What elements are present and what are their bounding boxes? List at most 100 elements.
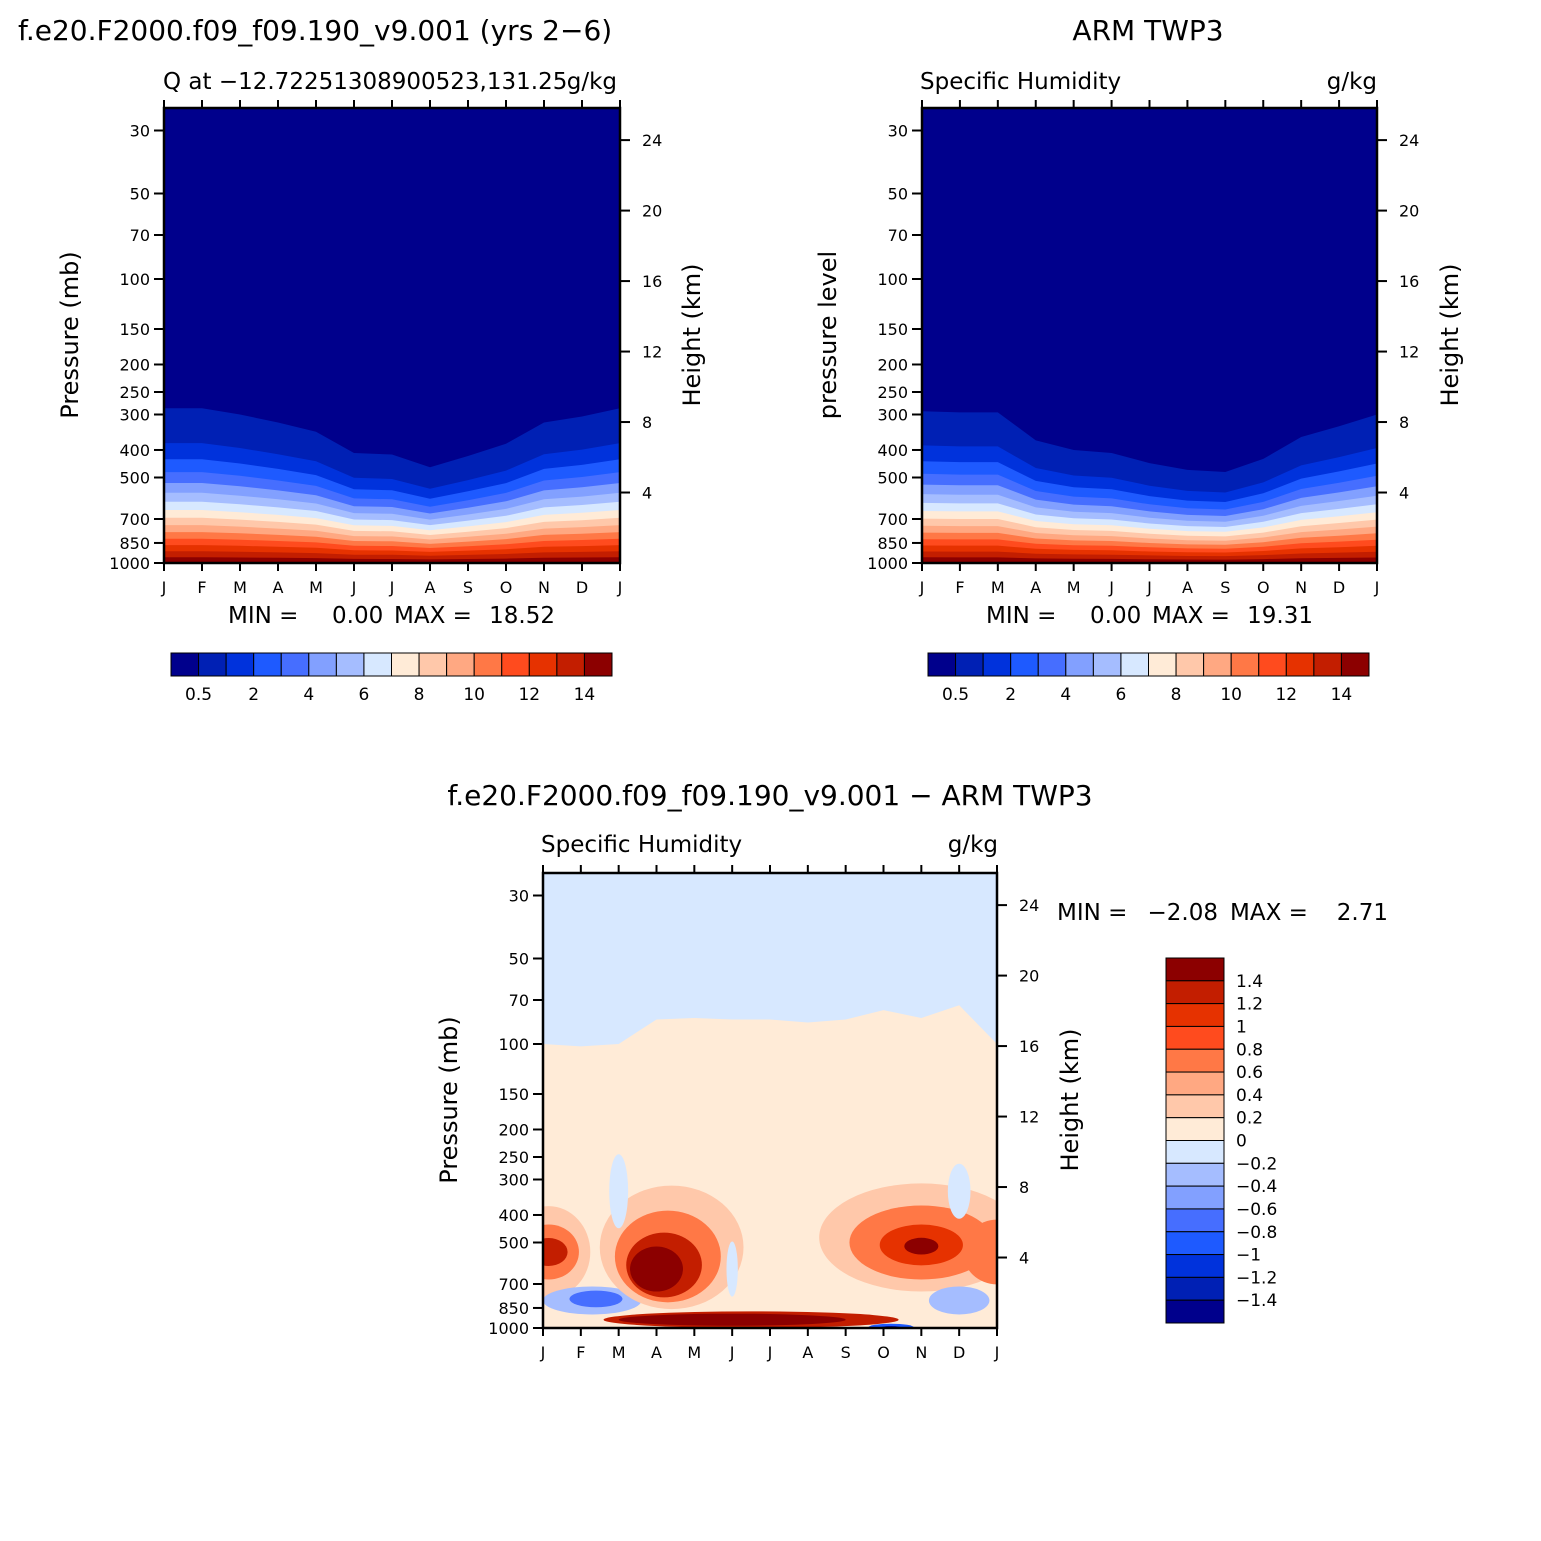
obs-x-tick-label: S (1220, 578, 1230, 597)
model-colorbar-label: 6 (359, 685, 370, 705)
model-x-tick-label: N (538, 578, 550, 597)
model-colorbar-label: 14 (574, 685, 596, 705)
diff-feature (543, 1238, 568, 1266)
obs-colorbar-swatch (982, 652, 1012, 677)
diff-x-tick-label: A (651, 1343, 662, 1362)
diff-feature (618, 1313, 846, 1326)
diff-height-tick-label: 12 (1019, 1108, 1039, 1127)
obs-colorbar-swatch (1230, 652, 1260, 677)
diff-x-tick-label: M (612, 1343, 626, 1362)
diff-colorbar-label: −0.6 (1236, 1200, 1277, 1220)
obs-left-subtitle: Specific Humidity (920, 69, 1121, 95)
obs-x-tick-label: M (991, 578, 1005, 597)
model-colorbar-swatch (308, 652, 337, 677)
model-x-tick-label: D (576, 578, 588, 597)
obs-ylabel: pressure level (814, 251, 842, 419)
diff-colorbar-swatch (1165, 1048, 1225, 1073)
obs-colorbar-swatch (1313, 652, 1342, 677)
model-x-tick-label: A (425, 578, 436, 597)
obs-x-tick-label: J (1146, 578, 1152, 597)
obs-y-tick-label: 100 (877, 270, 908, 289)
obs-colorbar-swatch (1148, 652, 1177, 677)
obs-y-tick-label: 400 (877, 441, 908, 460)
diff-colorbar-label: −1.4 (1236, 1291, 1277, 1311)
diff-x-tick-label: J (994, 1343, 1000, 1362)
model-height-tick-label: 8 (642, 413, 652, 432)
model-y-tick-label: 300 (119, 405, 150, 424)
obs-min-label: MIN = (986, 603, 1056, 629)
diff-x-tick-label: J (729, 1343, 735, 1362)
obs-height-tick-label: 16 (1399, 272, 1419, 291)
obs-contour-band (922, 557, 1377, 563)
model-colorbar-swatch (473, 652, 503, 677)
obs-y-tick-label: 300 (877, 405, 908, 424)
diff-colorbar-swatch (1165, 1025, 1225, 1050)
diff-min-value: −2.08 (1148, 900, 1218, 926)
diff-x-tick-label: N (915, 1343, 927, 1362)
model-y-tick-label: 700 (119, 510, 150, 529)
model-x-tick-label: F (197, 578, 206, 597)
model-y-tick-label: 70 (130, 226, 150, 245)
diff-y-tick-label: 500 (498, 1234, 529, 1253)
obs-y-tick-label: 50 (888, 184, 908, 203)
model-height-tick-label: 16 (642, 272, 662, 291)
diff-colorbar-label: 0.4 (1236, 1086, 1263, 1106)
obs-colorbar-swatch (927, 652, 957, 677)
diff-feature (947, 1163, 971, 1219)
diff-colorbar-swatch (1165, 1276, 1225, 1301)
diff-colorbar-label: −1.2 (1236, 1268, 1277, 1288)
diff-left-subtitle: Specific Humidity (541, 832, 742, 858)
obs-x-tick-label: O (1257, 578, 1270, 597)
diff-colorbar-swatch (1165, 1140, 1225, 1164)
model-y-tick-label: 250 (119, 383, 150, 402)
obs-colorbar-swatch (1065, 652, 1094, 677)
model-colorbar: 0.5 2 4 6 8 10 12 14 (170, 652, 613, 705)
diff-y-tick-label: 30 (509, 886, 529, 905)
model-colorbar-swatch (170, 652, 200, 677)
diff-colorbar-label: 1.2 (1236, 995, 1263, 1015)
obs-max-label: MAX = (1152, 603, 1230, 629)
diff-colorbar-label: 1 (1236, 1017, 1247, 1037)
diff-colorbar-swatch (1165, 1208, 1225, 1233)
diff-colorbar-label: 0.8 (1236, 1040, 1263, 1060)
model-y-tick-label: 50 (130, 184, 150, 203)
diff-feature (609, 1154, 629, 1229)
obs-height-tick-label: 4 (1399, 484, 1409, 503)
diff-colorbar-swatch (1165, 957, 1225, 982)
diff-x-tick-label: D (953, 1343, 965, 1362)
obs-colorbar-label: 4 (1060, 685, 1071, 705)
obs-height-tick-label: 12 (1399, 343, 1419, 362)
diff-height-tick-label: 20 (1019, 967, 1039, 986)
obs-x-tick-label: N (1295, 578, 1307, 597)
obs-colorbar-swatch (1175, 652, 1205, 677)
model-ylabel-right: Height (km) (678, 264, 706, 407)
diff-colorbar-label: −1 (1236, 1246, 1261, 1266)
obs-units: g/kg (1327, 69, 1377, 95)
diff-colorbar-swatch (1165, 1117, 1225, 1141)
obs-colorbar-swatch (1092, 652, 1122, 677)
diff-y-tick-label: 150 (498, 1085, 529, 1104)
diff-y-tick-label: 300 (498, 1170, 529, 1189)
obs-max-value: 19.31 (1247, 603, 1313, 629)
diff-units: g/kg (948, 832, 998, 858)
model-units: g/kg (567, 69, 617, 95)
diff-height-tick-label: 8 (1019, 1178, 1029, 1197)
diff-colorbar-swatch (1165, 1254, 1225, 1278)
obs-colorbar-label: 6 (1116, 685, 1127, 705)
obs-colorbar-swatch (1120, 652, 1149, 677)
diff-ylabel: Pressure (mb) (435, 1016, 463, 1183)
model-colorbar-swatch (556, 652, 585, 677)
obs-x-tick-label: F (955, 578, 964, 597)
model-x-tick-label: S (463, 578, 473, 597)
diff-feature (928, 1286, 990, 1315)
diff-colorbar: 1.41.210.80.60.40.20−0.2−0.4−0.6−0.8−1−1… (1165, 957, 1277, 1324)
diff-colorbar-label: 0.6 (1236, 1063, 1263, 1083)
obs-colorbar-swatch (1258, 652, 1287, 677)
diff-colorbar-swatch (1165, 980, 1225, 1005)
model-colorbar-swatch (253, 652, 282, 677)
diff-feature (569, 1290, 623, 1308)
diff-y-tick-label: 400 (498, 1206, 529, 1225)
obs-colorbar-label: 12 (1275, 685, 1297, 705)
obs-panel: ARM TWP3 Specific Humidity g/kg J F M A M J J A… (814, 14, 1464, 705)
diff-y-tick-label: 100 (498, 1035, 529, 1054)
